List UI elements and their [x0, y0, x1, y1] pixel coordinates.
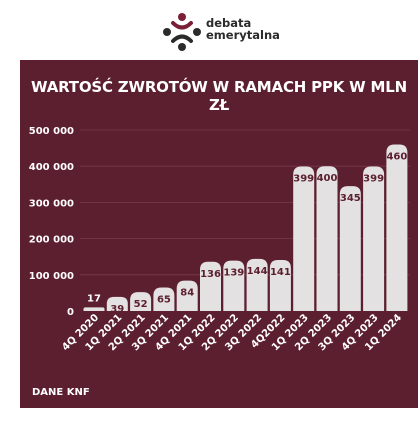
data-label: 460	[386, 151, 407, 162]
bar	[316, 166, 338, 311]
brand-name: debata emerytalna	[206, 17, 280, 41]
y-tick-label: 300 000	[29, 198, 74, 209]
bar	[223, 260, 245, 311]
data-label: 400	[317, 173, 338, 184]
bar	[83, 307, 105, 311]
y-tick-label: 400 000	[29, 162, 74, 173]
brand-logo-icon	[163, 13, 201, 51]
data-label: 139	[223, 268, 244, 279]
brand-logo: debata emerytalna	[160, 10, 280, 54]
data-label: 39	[110, 304, 124, 315]
source-note: DANE KNF	[32, 387, 90, 398]
data-label: 65	[157, 294, 171, 305]
brand-line-1: debata	[206, 16, 252, 30]
bar	[293, 166, 315, 311]
chart-title: WARTOŚĆ ZWROTÓW W RAMACH PPK W MLN ZŁ	[31, 78, 407, 114]
data-label: 136	[200, 269, 221, 280]
bar	[339, 186, 361, 311]
y-tick-label: 100 000	[29, 271, 74, 282]
bar	[269, 259, 291, 311]
data-label: 84	[180, 288, 194, 299]
data-label: 399	[293, 174, 314, 185]
data-label: 144	[247, 266, 268, 277]
data-label: 399	[363, 174, 384, 185]
bar	[153, 287, 175, 311]
bar	[106, 296, 128, 311]
bar	[386, 144, 408, 311]
y-tick-label: 0	[67, 307, 74, 318]
data-label: 52	[134, 299, 148, 310]
y-tick-label: 500 000	[29, 126, 74, 137]
data-label: 345	[340, 193, 361, 204]
bar	[363, 166, 385, 311]
bar	[130, 292, 152, 311]
y-tick-label: 200 000	[29, 235, 74, 246]
data-label: 141	[270, 267, 291, 278]
bar	[246, 258, 268, 311]
brand-line-2: emerytalna	[206, 28, 280, 42]
data-label: 17	[87, 293, 101, 304]
bar	[176, 280, 198, 311]
bar	[200, 261, 221, 311]
